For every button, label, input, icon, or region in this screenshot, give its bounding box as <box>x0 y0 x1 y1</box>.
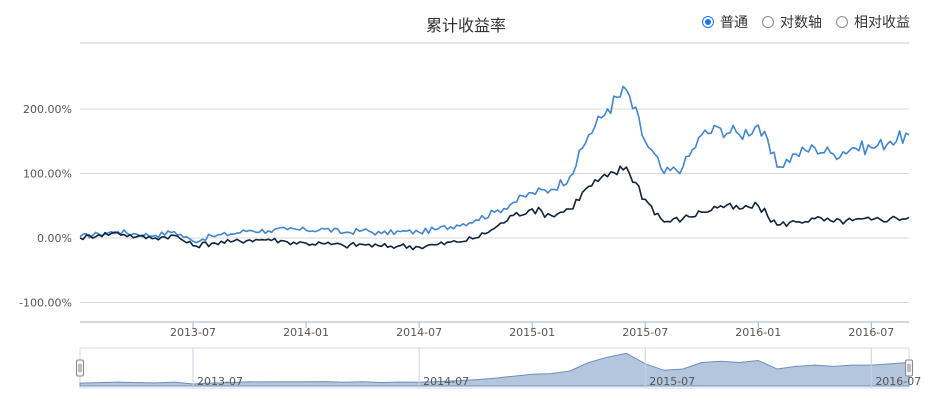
grid-lines <box>80 108 909 303</box>
x-tick-label: 2014-01 <box>283 326 329 339</box>
mode-log-axis-radio[interactable]: 对数轴 <box>762 12 822 32</box>
series-line-dark <box>79 165 910 251</box>
chart-mode-selector: 普通 对数轴 相对收益 <box>702 12 910 32</box>
chart-title: 累计收益率 <box>425 16 506 35</box>
navigator-area <box>79 352 910 387</box>
navigator[interactable]: 2013-07 2014-07 2015-07 2016-07 <box>76 347 922 389</box>
x-tick-label: 2014-07 <box>396 326 442 339</box>
mode-normal-radio[interactable]: 普通 <box>702 12 748 32</box>
x-tick-label: 2016-01 <box>735 326 781 339</box>
y-tick-label: 100.00% <box>23 168 72 181</box>
navigator-right-handle[interactable] <box>905 359 913 377</box>
x-tick-label: 2015-01 <box>509 326 555 339</box>
handle-grip-icon <box>76 359 84 377</box>
mode-relative-return-radio[interactable]: 相对收益 <box>836 12 910 32</box>
y-tick-label: -100.00% <box>19 297 72 310</box>
radio-selected-icon <box>702 16 714 28</box>
navigator-tick-label: 2014-07 <box>423 375 469 388</box>
radio-unselected-icon <box>836 16 848 28</box>
series-line-blue <box>79 85 910 244</box>
navigator-tick-label: 2013-07 <box>197 375 243 388</box>
series-lines <box>79 85 910 251</box>
y-axis-ticks: 200.00% 100.00% 0.00% -100.00% <box>19 103 72 310</box>
navigator-tick-label: 2015-07 <box>649 375 695 388</box>
mode-relative-return-label: 相对收益 <box>854 15 910 31</box>
navigator-left-handle[interactable] <box>76 359 84 377</box>
y-tick-label: 200.00% <box>23 103 72 116</box>
x-tick-label: 2013-07 <box>170 326 216 339</box>
radio-unselected-icon <box>762 16 774 28</box>
x-axis-ticks: 2013-07 2014-01 2014-07 2015-01 2015-07 2016-… <box>170 322 894 339</box>
x-tick-label: 2015-07 <box>622 326 668 339</box>
x-tick-label: 2016-07 <box>848 326 894 339</box>
handle-grip-icon <box>905 359 913 377</box>
mode-normal-label: 普通 <box>720 15 748 31</box>
navigator-tick-label: 2016-07 <box>875 375 921 388</box>
y-tick-label: 0.00% <box>37 232 72 245</box>
mode-log-axis-label: 对数轴 <box>780 15 822 31</box>
